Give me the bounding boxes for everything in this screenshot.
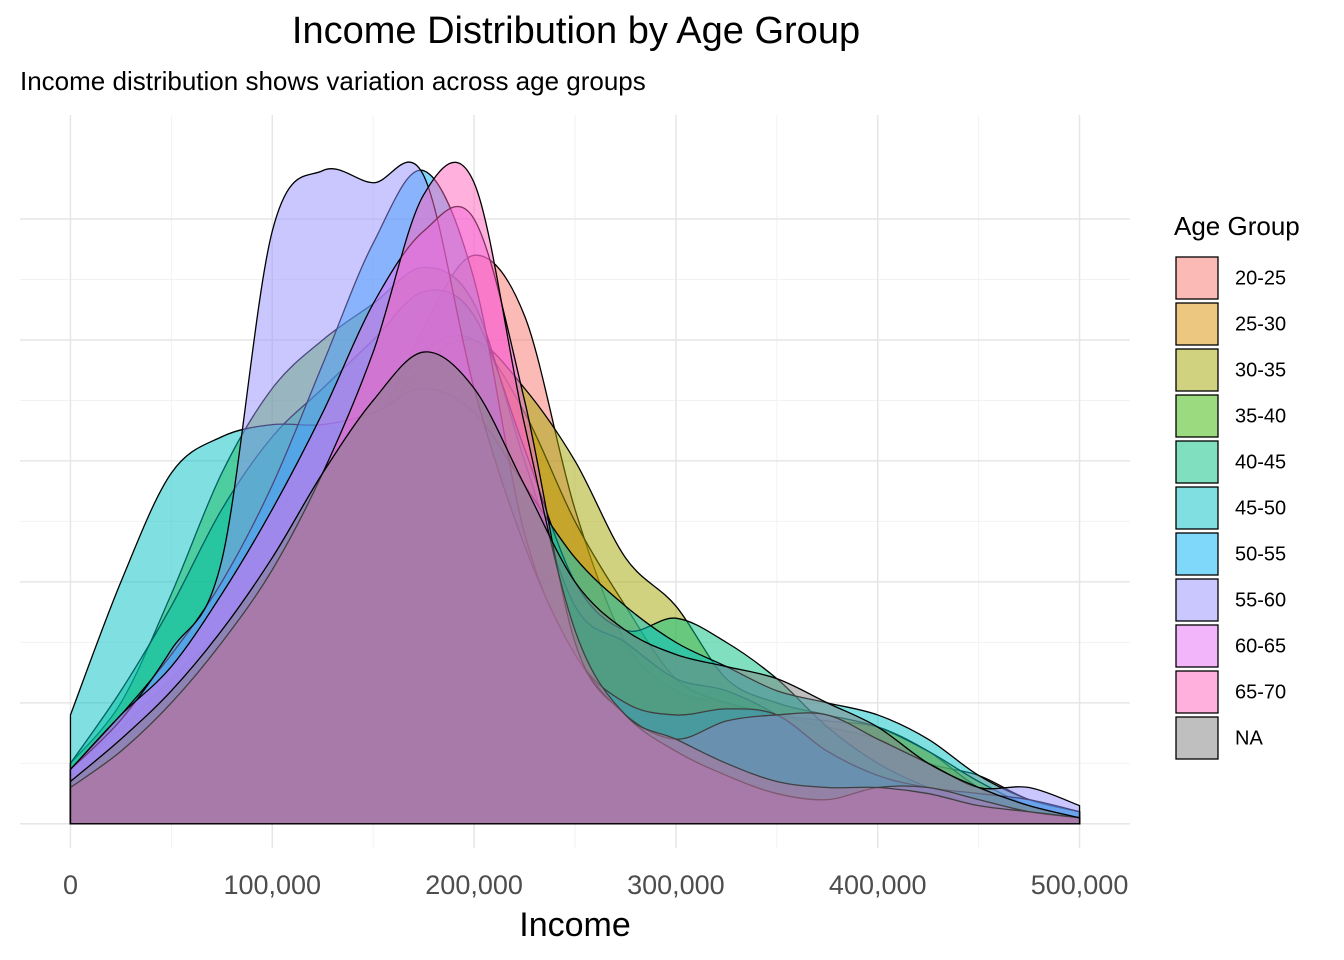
x-tick-label: 0 <box>63 870 78 900</box>
legend-label: 35-40 <box>1235 405 1286 427</box>
chart-subtitle: Income distribution shows variation acro… <box>20 66 646 96</box>
legend-key <box>1175 348 1219 392</box>
legend-key <box>1175 532 1219 576</box>
plot-area <box>69 161 1081 825</box>
legend-label: 55-60 <box>1235 589 1286 611</box>
legend-label: 20-25 <box>1235 267 1286 289</box>
legend-key <box>1175 302 1219 346</box>
x-tick-label: 400,000 <box>829 870 927 900</box>
legend-label: 40-45 <box>1235 451 1286 473</box>
legend-key <box>1175 440 1219 484</box>
legend-title: Age Group <box>1174 211 1300 241</box>
legend-label: 45-50 <box>1235 497 1286 519</box>
legend-key <box>1175 716 1219 760</box>
legend-key <box>1175 624 1219 668</box>
x-tick-label: 300,000 <box>627 870 725 900</box>
x-tick-label: 500,000 <box>1031 870 1129 900</box>
legend-key <box>1175 486 1219 530</box>
chart-title: Income Distribution by Age Group <box>292 10 860 52</box>
legend-label: 25-30 <box>1235 313 1286 335</box>
legend-key <box>1175 394 1219 438</box>
density-area <box>69 351 1081 825</box>
legend-key <box>1175 670 1219 714</box>
legend-key <box>1175 578 1219 622</box>
legend-label: 30-35 <box>1235 359 1286 381</box>
legend-label: 60-65 <box>1235 635 1286 657</box>
legend: 20-25 25-30 30-35 35-40 40-45 45-50 50-55 55-60… <box>1175 256 1286 760</box>
x-tick-label: 200,000 <box>425 870 523 900</box>
x-tick-label: 100,000 <box>223 870 321 900</box>
legend-key <box>1175 256 1219 300</box>
legend-label: 50-55 <box>1235 543 1286 565</box>
x-axis-label: Income <box>519 906 631 944</box>
legend-label: 65-70 <box>1235 681 1286 703</box>
legend-label: NA <box>1235 727 1263 749</box>
